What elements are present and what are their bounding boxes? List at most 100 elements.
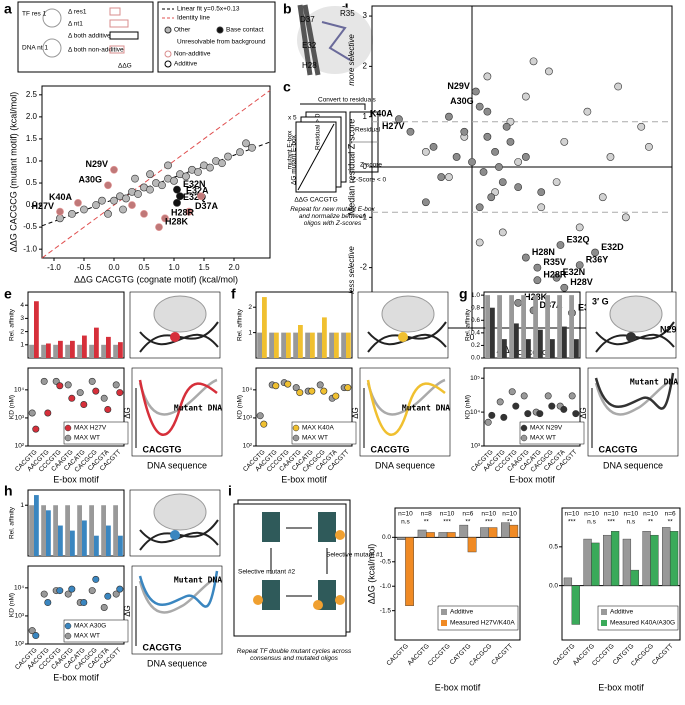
bar	[480, 527, 489, 538]
point	[452, 153, 461, 161]
bar	[269, 332, 274, 358]
y-tick-label: 3	[20, 315, 24, 322]
point	[483, 107, 492, 116]
bar	[485, 295, 490, 358]
y-tick-label: 10⁴	[14, 585, 24, 592]
plot-frame	[27, 367, 125, 447]
legend-swatch	[292, 434, 300, 442]
bar	[257, 332, 262, 358]
y-tick-label: 0.2	[471, 342, 480, 349]
legend-box	[437, 605, 519, 631]
y-tick-label: 1	[20, 502, 24, 509]
point	[421, 148, 430, 156]
point	[475, 203, 484, 212]
diagram-text: Convert to residuals	[318, 97, 377, 104]
legend-text: Unresolvable from background	[177, 39, 266, 46]
mutation-site	[398, 332, 408, 342]
legend-box	[157, 1, 276, 73]
point	[176, 192, 184, 201]
kd-point	[116, 585, 124, 593]
point	[98, 196, 106, 205]
panel-letter: e	[4, 286, 12, 302]
point-label: H28V	[570, 277, 593, 287]
point	[521, 253, 530, 262]
bar	[29, 505, 34, 556]
landscape-text: Mutant DNA	[174, 404, 222, 413]
legend-box	[597, 605, 679, 631]
point	[487, 193, 496, 202]
point-label: E32Q	[183, 192, 206, 202]
y-tick-label: 4	[20, 302, 24, 309]
kd-point	[548, 402, 556, 410]
protein	[153, 493, 207, 531]
panel-letter: c	[283, 79, 291, 95]
point	[637, 122, 646, 131]
axis-text: DNA sequence	[147, 658, 207, 668]
sig-label: ***	[568, 519, 576, 526]
bar	[459, 524, 469, 538]
legend-text: MAX WT	[530, 435, 556, 442]
x-tick-label: CACGTT	[651, 643, 675, 667]
bar	[46, 510, 51, 556]
point	[552, 178, 561, 186]
kd-point	[88, 377, 96, 385]
legend-text: Linear fit y=0.5x+0.13	[177, 6, 240, 13]
bar	[281, 332, 286, 358]
bar	[563, 577, 573, 586]
kd-point	[64, 590, 72, 598]
icon	[42, 8, 62, 28]
kd-point	[104, 405, 112, 413]
legend-text: Identity line	[177, 15, 210, 22]
bar	[89, 505, 94, 556]
legend-box	[291, 421, 357, 445]
y-tick-label: 0.8	[471, 304, 480, 311]
n-label: n=10	[584, 511, 599, 518]
mutation	[313, 600, 323, 610]
point	[242, 139, 250, 148]
point-label: E32Q	[566, 234, 589, 244]
y-axis-label: KD (nM)	[9, 593, 16, 617]
point	[236, 148, 244, 157]
bar	[346, 332, 351, 358]
y-tick-label: -0.5	[23, 222, 37, 231]
y-tick-label: 0.5	[26, 178, 38, 187]
bar	[77, 344, 82, 358]
legend-text: MAX H27V	[74, 425, 107, 432]
point-label: H28K	[165, 217, 189, 227]
bar	[446, 532, 456, 538]
point-label: N29V	[85, 159, 108, 169]
point	[429, 142, 438, 151]
bar	[438, 532, 448, 538]
legend-text: TF res 1	[22, 11, 47, 18]
n-label: n=10	[604, 511, 619, 518]
legend-text: Δ res1	[68, 9, 87, 16]
y-tick-label: 0.0	[26, 200, 38, 209]
bar	[106, 336, 111, 358]
bar	[630, 569, 639, 586]
kd-point	[256, 412, 264, 420]
kd-point	[520, 392, 528, 400]
y-tick-label: 0.0	[382, 534, 391, 541]
diagram-text: Z-score	[360, 162, 382, 169]
legend-swatch	[216, 26, 224, 34]
bar	[642, 531, 651, 586]
legend-text: Measured K40A/A30G	[610, 620, 675, 627]
point	[514, 158, 523, 166]
legend-text: MAX A30G	[74, 623, 106, 630]
kd-point	[308, 387, 316, 395]
diagram-text: x 5	[288, 115, 297, 122]
axis-text: ΔG	[579, 407, 588, 419]
bar	[305, 332, 310, 358]
legend-text: Δ both non-additive	[68, 47, 124, 54]
point	[533, 276, 542, 285]
legend-text: MAX K40A	[302, 425, 334, 432]
bar	[502, 339, 507, 358]
bar	[113, 505, 118, 556]
point	[529, 57, 538, 66]
kd-point	[272, 382, 280, 390]
protein	[262, 512, 280, 542]
structure-b: D37 R35 E32 H28	[297, 4, 373, 76]
bar	[70, 530, 75, 556]
x-tick-label: -1.0	[47, 263, 61, 272]
y-tick-label: 0.6	[471, 317, 480, 324]
